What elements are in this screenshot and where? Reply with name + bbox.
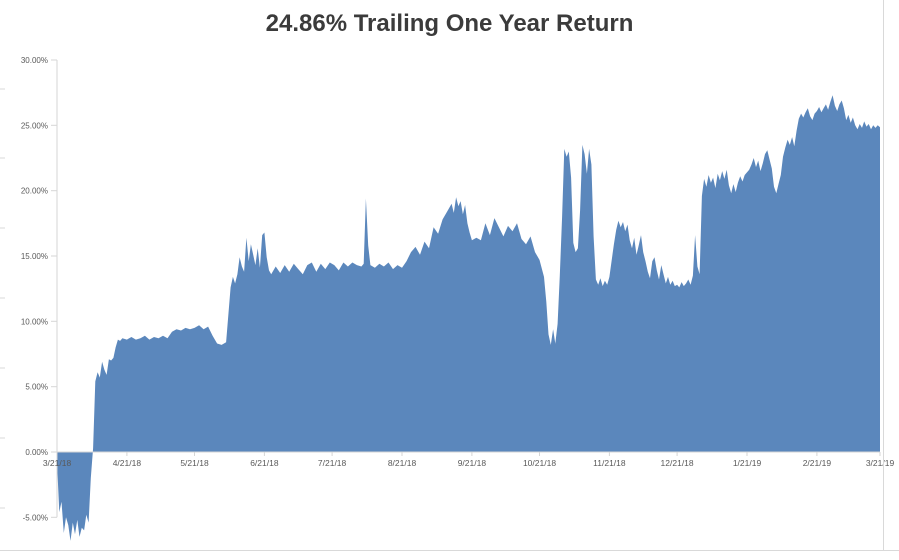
svg-text:12/21/18: 12/21/18 (661, 458, 694, 468)
x-axis-labels: 3/21/18 4/21/18 5/21/18 6/21/18 7/21/18 8/21/… (43, 452, 895, 468)
svg-text:15.00%: 15.00% (21, 252, 48, 261)
svg-text:10.00%: 10.00% (21, 317, 48, 326)
svg-text:-5.00%: -5.00% (23, 513, 48, 522)
svg-text:10/21/18: 10/21/18 (523, 458, 556, 468)
svg-text:9/21/18: 9/21/18 (458, 458, 487, 468)
svg-text:5/21/18: 5/21/18 (180, 458, 209, 468)
area-series (57, 95, 880, 541)
svg-text:0.00%: 0.00% (25, 448, 48, 457)
svg-text:30.00%: 30.00% (21, 56, 48, 65)
svg-text:3/21/18: 3/21/18 (43, 458, 72, 468)
svg-text:5.00%: 5.00% (25, 383, 48, 392)
svg-text:3/21/19: 3/21/19 (866, 458, 895, 468)
svg-text:8/21/18: 8/21/18 (388, 458, 417, 468)
chart-title: 24.86% Trailing One Year Return (265, 10, 634, 37)
y-axis-labels: 30.00% 25.00% 20.00% 15.00% 10.00% 5.00% 0.00%… (21, 56, 57, 522)
svg-text:6/21/18: 6/21/18 (250, 458, 279, 468)
svg-text:25.00%: 25.00% (21, 121, 48, 130)
svg-text:11/21/18: 11/21/18 (593, 458, 626, 468)
svg-text:20.00%: 20.00% (21, 187, 48, 196)
svg-text:2/21/19: 2/21/19 (803, 458, 832, 468)
left-edge-marks (0, 88, 5, 509)
svg-text:4/21/18: 4/21/18 (113, 458, 142, 468)
svg-text:7/21/18: 7/21/18 (318, 458, 347, 468)
svg-text:1/21/19: 1/21/19 (733, 458, 762, 468)
